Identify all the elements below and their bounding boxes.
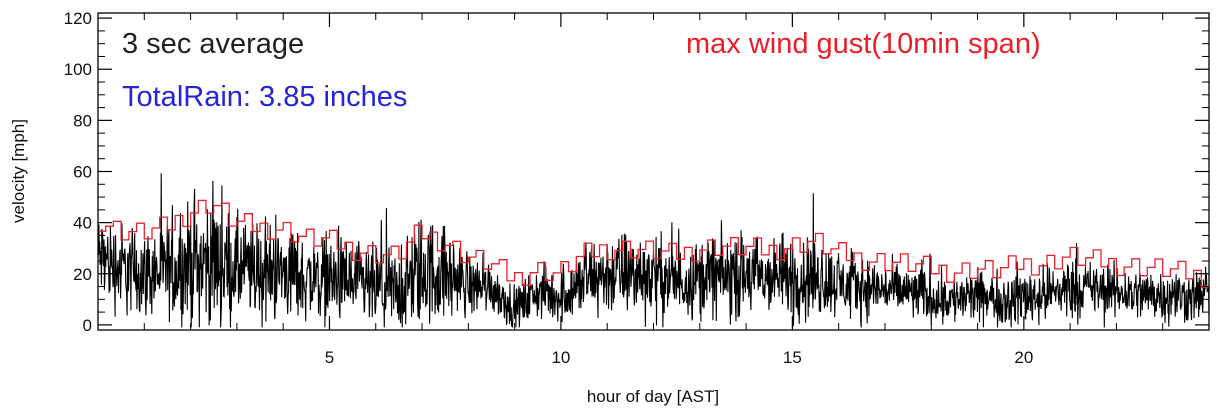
y-tick-label: 20 [73, 265, 92, 284]
y-tick-label: 100 [64, 60, 92, 79]
x-tick-label: 5 [325, 348, 334, 367]
x-axis-title: hour of day [AST] [587, 387, 719, 406]
y-tick-label: 40 [73, 214, 92, 233]
series-layer [97, 173, 1210, 328]
series-line-max-gust [98, 199, 1209, 289]
y-tick-label: 0 [83, 316, 92, 335]
y-axis-title: velocity [mph] [9, 119, 28, 223]
y-tick-label: 80 [73, 111, 92, 130]
y-tick-label: 120 [64, 9, 92, 28]
annotation-rain: TotalRain: 3.85 inches [122, 81, 407, 113]
x-tick-label: 10 [551, 348, 570, 367]
y-tick-label: 60 [73, 163, 92, 182]
annotation-gust: max wind gust(10min span) [686, 28, 1041, 60]
x-tick-label: 20 [1014, 348, 1033, 367]
ticks-layer: 0 20 40 60 80 100 120 5 10 15 20 [64, 9, 1209, 367]
annotation-average: 3 sec average [122, 28, 304, 60]
x-tick-label: 15 [783, 348, 802, 367]
